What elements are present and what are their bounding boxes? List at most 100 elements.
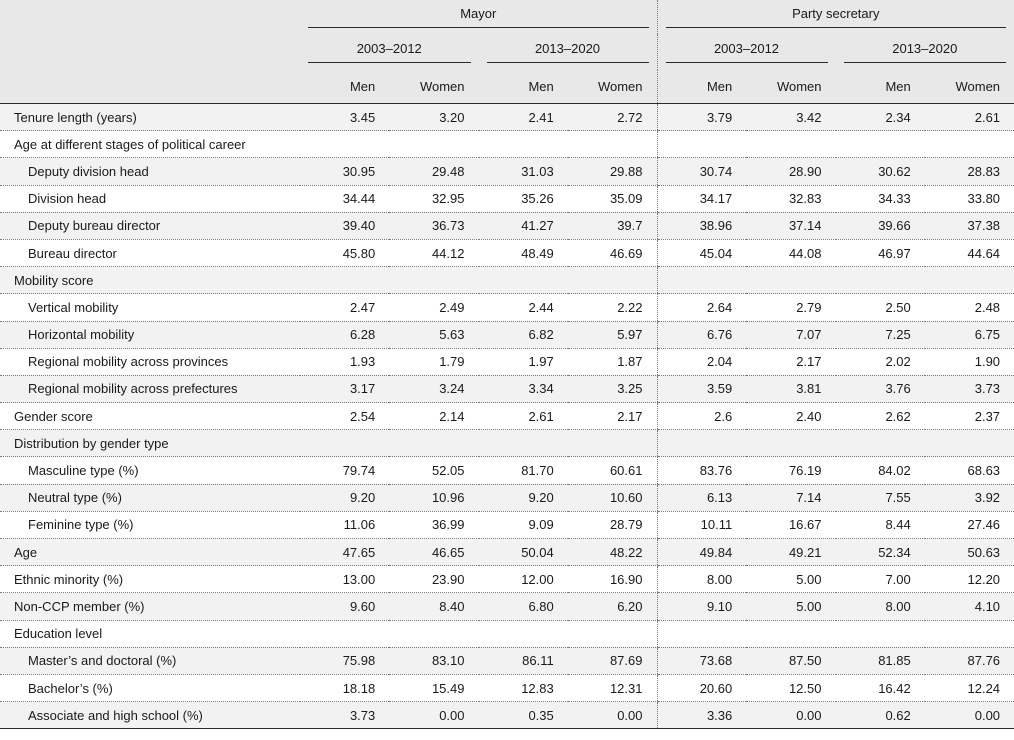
value-cell: 87.50 [746, 647, 836, 675]
header-group-mayor: Mayor [300, 0, 657, 34]
value-cell: 6.20 [567, 592, 657, 621]
row-label: Master’s and doctoral (%) [0, 647, 300, 675]
row-label: Non-CCP member (%) [0, 592, 300, 621]
value-cell: 49.84 [656, 538, 747, 567]
table-header: Mayor Party secretary 2003–2012 2013–202… [0, 0, 1014, 104]
value-cell: 8.00 [656, 565, 747, 594]
header-row-groups: Mayor Party secretary [0, 0, 1014, 34]
value-cell: 0.00 [567, 701, 657, 730]
value-cell: 41.27 [478, 212, 568, 240]
value-cell [924, 266, 1014, 295]
value-cell: 10.96 [389, 484, 479, 512]
value-cell: 5.00 [746, 565, 836, 594]
value-cell: 32.83 [746, 185, 836, 213]
value-cell: 3.17 [300, 375, 390, 404]
value-cell: 2.49 [389, 293, 479, 322]
value-cell: 6.82 [478, 321, 568, 349]
value-cell [835, 130, 925, 159]
value-cell: 3.34 [478, 375, 568, 404]
value-cell: 36.99 [389, 511, 479, 540]
table-row: Regional mobility across prefectures 3.17… [0, 375, 1014, 404]
header-row-genders: Men Women Men Women Men Women Men Women [0, 70, 1014, 104]
value-cell: 2.61 [478, 402, 568, 431]
value-cell: 75.98 [300, 647, 390, 675]
value-cell: 83.76 [656, 456, 747, 485]
value-cell: 2.17 [746, 348, 836, 376]
value-cell: 48.49 [478, 239, 568, 268]
header-period-cell: 2003–2012 [300, 34, 479, 70]
value-cell: 3.73 [300, 701, 390, 730]
row-label: Deputy division head [0, 157, 300, 186]
header-gender-cell: Men [656, 70, 747, 104]
row-label: Education level [0, 620, 300, 648]
value-cell: 38.96 [656, 212, 747, 240]
row-label: Regional mobility across prefectures [0, 375, 300, 404]
value-cell [300, 130, 390, 159]
header-group-mayor-label: Mayor [308, 6, 649, 28]
value-cell: 3.92 [924, 484, 1014, 512]
table-row: Masculine type (%) 79.74 52.05 81.70 60.61 83… [0, 456, 1014, 485]
row-label: Gender score [0, 402, 300, 431]
value-cell: 36.73 [389, 212, 479, 240]
value-cell: 47.65 [300, 538, 390, 567]
value-cell: 8.40 [389, 592, 479, 621]
row-label: Neutral type (%) [0, 484, 300, 512]
row-label: Bachelor’s (%) [0, 674, 300, 703]
header-gender-cell: Women [746, 70, 836, 104]
value-cell: 2.48 [924, 293, 1014, 322]
value-cell: 7.25 [835, 321, 925, 349]
header-corner-cell [0, 70, 300, 104]
value-cell [656, 429, 747, 458]
value-cell [389, 429, 479, 458]
value-cell: 3.73 [924, 375, 1014, 404]
header-period-cell: 2003–2012 [656, 34, 836, 70]
table-row: Vertical mobility 2.47 2.49 2.44 2.22 2.64 2.7… [0, 293, 1014, 322]
value-cell: 3.45 [300, 103, 390, 132]
value-cell [656, 266, 747, 295]
value-cell [924, 130, 1014, 159]
row-label: Deputy bureau director [0, 212, 300, 240]
value-cell: 1.87 [567, 348, 657, 376]
value-cell: 27.46 [924, 511, 1014, 540]
value-cell [478, 429, 568, 458]
header-period-label: 2013–2020 [843, 41, 1007, 63]
value-cell: 10.60 [567, 484, 657, 512]
value-cell: 2.34 [835, 103, 925, 132]
value-cell: 29.88 [567, 157, 657, 186]
value-cell: 37.38 [924, 212, 1014, 240]
value-cell: 2.62 [835, 402, 925, 431]
value-cell: 39.66 [835, 212, 925, 240]
value-cell [835, 620, 925, 648]
value-cell: 34.44 [300, 185, 390, 213]
value-cell: 2.37 [924, 402, 1014, 431]
table-row: Education level [0, 620, 1014, 648]
table-row: Non-CCP member (%) 9.60 8.40 6.80 6.20 9.10 5.… [0, 592, 1014, 621]
value-cell [567, 266, 657, 295]
value-cell: 15.49 [389, 674, 479, 703]
value-cell: 84.02 [835, 456, 925, 485]
value-cell: 50.63 [924, 538, 1014, 567]
value-cell: 60.61 [567, 456, 657, 485]
value-cell: 2.44 [478, 293, 568, 322]
table-row: Regional mobility across provinces 1.93 1.… [0, 348, 1014, 376]
value-cell: 49.21 [746, 538, 836, 567]
value-cell [389, 266, 479, 295]
header-gender-cell: Men [300, 70, 390, 104]
row-label: Horizontal mobility [0, 321, 300, 349]
value-cell: 0.00 [924, 701, 1014, 730]
table-row: Mobility score [0, 266, 1014, 295]
row-label: Distribution by gender type [0, 429, 300, 458]
value-cell: 2.41 [478, 103, 568, 132]
row-label: Feminine type (%) [0, 511, 300, 540]
header-period-label: 2013–2020 [486, 41, 649, 63]
value-cell: 9.20 [300, 484, 390, 512]
value-cell: 8.44 [835, 511, 925, 540]
value-cell: 1.79 [389, 348, 479, 376]
value-cell: 3.42 [746, 103, 836, 132]
value-cell: 73.68 [656, 647, 747, 675]
value-cell: 2.54 [300, 402, 390, 431]
value-cell: 2.04 [656, 348, 747, 376]
value-cell [300, 266, 390, 295]
row-label: Ethnic minority (%) [0, 565, 300, 594]
value-cell: 52.05 [389, 456, 479, 485]
